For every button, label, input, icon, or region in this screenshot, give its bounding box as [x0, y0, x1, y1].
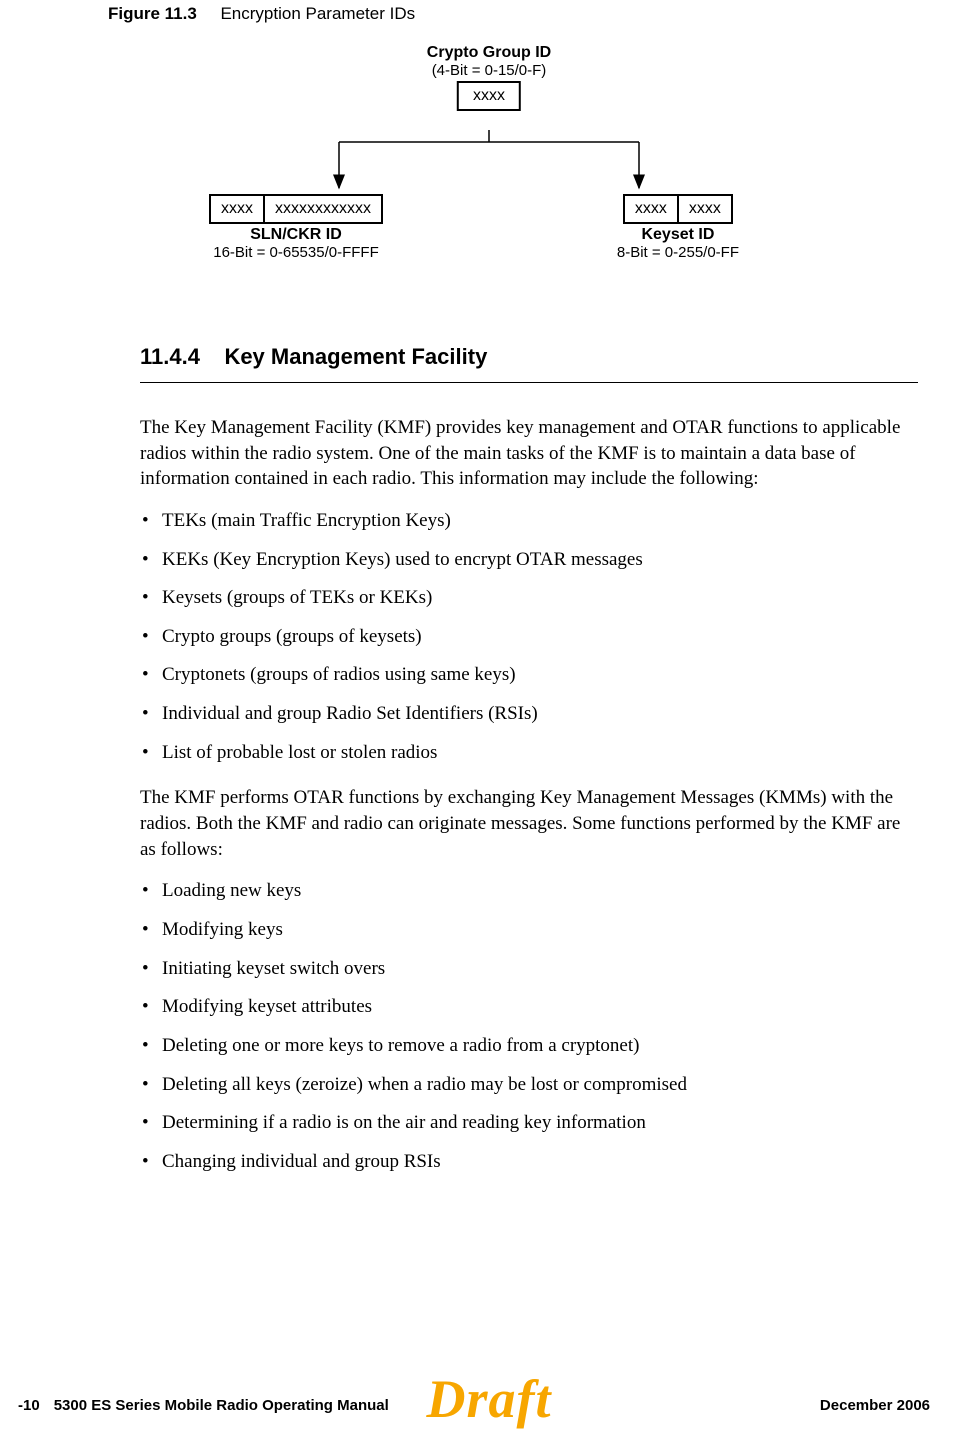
list-item: Initiating keyset switch overs [140, 956, 918, 982]
list-item: Determining if a radio is on the air and… [140, 1110, 918, 1136]
manual-title: 5300 ES Series Mobile Radio Operating Ma… [54, 1397, 389, 1414]
section-number: 11.4.4 [140, 344, 200, 369]
sln-box: xxxx xxxxxxxxxxxx [209, 194, 383, 224]
crypto-group-sub: (4-Bit = 0-15/0-F) [427, 62, 551, 79]
section-rule [140, 382, 918, 383]
list-item: Crypto groups (groups of keysets) [140, 624, 918, 650]
list-item: Cryptonets (groups of radios using same … [140, 662, 918, 688]
footer-left: -10 5300 ES Series Mobile Radio Operatin… [18, 1397, 389, 1414]
sln-sub: 16-Bit = 0-65535/0-FFFF [209, 244, 383, 261]
figure-label-bold: Figure 11.3 [108, 4, 197, 23]
encryption-diagram: Crypto Group ID (4-Bit = 0-15/0-F) xxxx … [229, 44, 749, 284]
crypto-group-title: Crypto Group ID [427, 44, 551, 62]
keyset-cell-2: xxxx [679, 196, 731, 222]
page-footer: -10 5300 ES Series Mobile Radio Operatin… [0, 1397, 978, 1414]
sln-cell-2: xxxxxxxxxxxx [265, 196, 381, 222]
list-item: Deleting all keys (zeroize) when a radio… [140, 1072, 918, 1098]
crypto-group-box: xxxx [457, 81, 521, 111]
footer-date: December 2006 [820, 1397, 930, 1414]
diagram-arrows [279, 130, 699, 200]
list-item: Deleting one or more keys to remove a ra… [140, 1033, 918, 1059]
list-2: Loading new keys Modifying keys Initiati… [140, 878, 918, 1174]
figure-caption: Figure 11.3 Encryption Parameter IDs [108, 4, 918, 24]
keyset-cell-1: xxxx [625, 196, 679, 222]
paragraph-1: The Key Management Facility (KMF) provid… [140, 415, 918, 492]
list-item: Keysets (groups of TEKs or KEKs) [140, 585, 918, 611]
list-item: Individual and group Radio Set Identifie… [140, 701, 918, 727]
list-1: TEKs (main Traffic Encryption Keys) KEKs… [140, 508, 918, 765]
diagram-keyset-group: xxxx xxxx Keyset ID 8-Bit = 0-255/0-FF [617, 194, 739, 261]
list-item: Modifying keyset attributes [140, 994, 918, 1020]
figure-label-rest: Encryption Parameter IDs [220, 4, 415, 23]
section-heading: 11.4.4 Key Management Facility [140, 344, 918, 370]
list-item: TEKs (main Traffic Encryption Keys) [140, 508, 918, 534]
keyset-box: xxxx xxxx [623, 194, 733, 224]
list-item: List of probable lost or stolen radios [140, 740, 918, 766]
diagram-sln-group: xxxx xxxxxxxxxxxx SLN/CKR ID 16-Bit = 0-… [209, 194, 383, 261]
list-item: Modifying keys [140, 917, 918, 943]
paragraph-2: The KMF performs OTAR functions by excha… [140, 785, 918, 862]
list-item: Changing individual and group RSIs [140, 1149, 918, 1175]
list-item: Loading new keys [140, 878, 918, 904]
page-number: -10 [18, 1397, 40, 1414]
keyset-label: Keyset ID [617, 226, 739, 244]
diagram-top-group: Crypto Group ID (4-Bit = 0-15/0-F) xxxx [427, 44, 551, 111]
diagram-lower-row: xxxx xxxxxxxxxxxx SLN/CKR ID 16-Bit = 0-… [229, 194, 749, 261]
keyset-sub: 8-Bit = 0-255/0-FF [617, 244, 739, 261]
section-title: Key Management Facility [224, 344, 487, 369]
sln-cell-1: xxxx [211, 196, 265, 222]
list-item: KEKs (Key Encryption Keys) used to encry… [140, 547, 918, 573]
sln-label: SLN/CKR ID [209, 226, 383, 244]
